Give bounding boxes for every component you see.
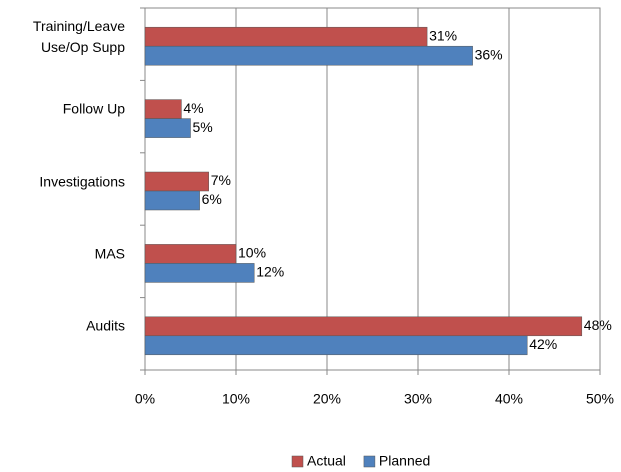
legend-swatch — [291, 455, 304, 468]
y-tick-label: Investigations — [39, 173, 125, 189]
bar — [144, 118, 191, 138]
bar — [144, 244, 237, 264]
data-label: 10% — [238, 245, 266, 261]
x-tick-label: 0% — [135, 391, 155, 407]
y-tick-label: MAS — [94, 245, 125, 262]
bar — [144, 45, 473, 66]
legend-swatch — [363, 455, 376, 468]
bar — [144, 26, 428, 47]
y-tick-label: Audits — [86, 317, 125, 334]
bar — [144, 316, 583, 337]
x-tick-label: 10% — [222, 391, 250, 407]
data-label: 31% — [429, 27, 457, 43]
bar — [144, 190, 200, 211]
x-tick-label: 30% — [404, 391, 432, 407]
x-tick-label: 20% — [313, 391, 341, 407]
data-label: 7% — [211, 172, 231, 188]
data-label: 12% — [256, 264, 284, 280]
bar — [144, 335, 528, 356]
data-label: 48% — [584, 317, 612, 333]
x-tick-label: 40% — [495, 391, 523, 407]
data-label: 6% — [202, 191, 222, 207]
bar — [144, 263, 255, 283]
bar — [144, 171, 209, 192]
y-tick-label: Training/Leave Use/Op Supp — [32, 17, 125, 55]
y-tick-label: Follow Up — [62, 100, 125, 117]
data-label: 4% — [183, 100, 203, 116]
data-label: 42% — [529, 336, 557, 352]
data-label: 5% — [193, 119, 213, 135]
x-tick-label: 50% — [586, 391, 614, 407]
bar — [144, 99, 182, 119]
legend-label: Actual — [307, 453, 346, 469]
data-label: 36% — [475, 46, 503, 62]
legend-label: Planned — [379, 453, 430, 469]
